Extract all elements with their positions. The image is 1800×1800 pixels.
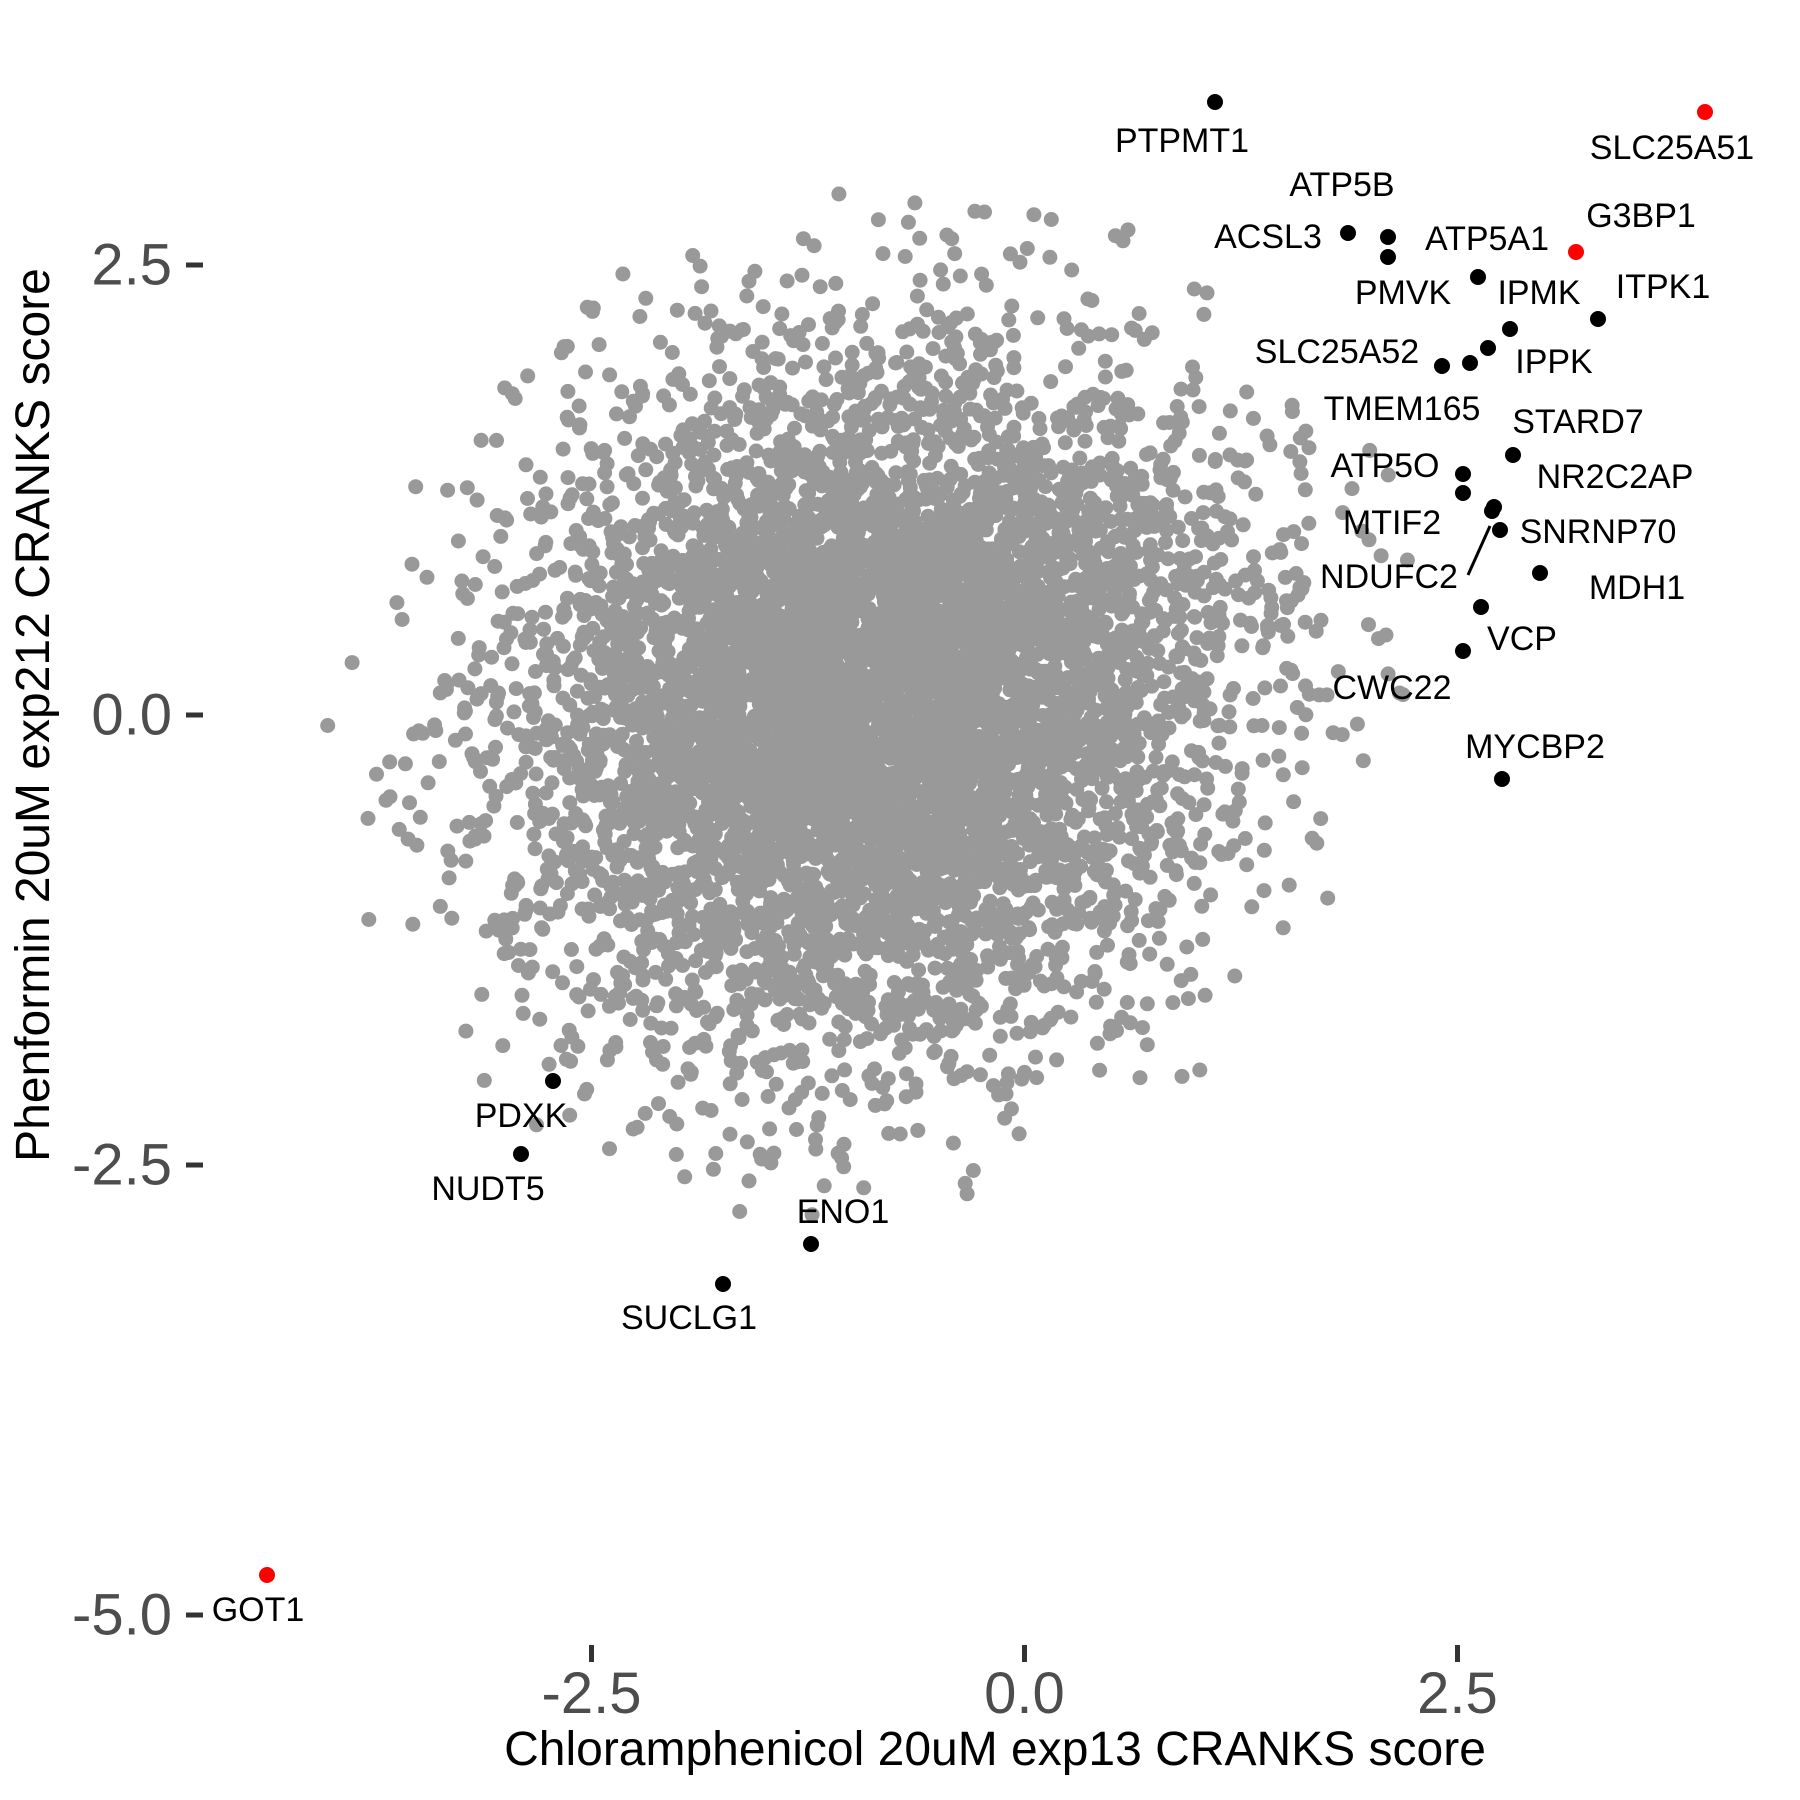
point-MDH1 (1532, 565, 1548, 581)
x-axis-title: Chloramphenicol 20uM exp13 CRANKS score (504, 1723, 1486, 1776)
point-SNRNP70 (1492, 522, 1508, 538)
point-G3BP1 (1568, 244, 1584, 260)
point-ACSL3 (1340, 225, 1356, 241)
point-VCP (1455, 643, 1471, 659)
point-NDUFC2 (1484, 503, 1500, 519)
callout-line-NDUFC2 (1466, 525, 1492, 576)
callout-lines-layer (1466, 525, 1492, 576)
point-GOT1 (259, 1567, 275, 1583)
gene-label-PTPMT1: PTPMT1 (1115, 122, 1249, 160)
gene-label-TMEM165: TMEM165 (1324, 390, 1481, 428)
point-SUCLG1 (715, 1276, 731, 1292)
background-points-layer (320, 186, 1415, 1223)
gene-label-STARD7: STARD7 (1512, 403, 1644, 441)
point-NUDT5 (513, 1146, 529, 1162)
gene-label-SNRNP70: SNRNP70 (1520, 513, 1677, 551)
point-ATP5O (1455, 466, 1471, 482)
point-ATP5B (1380, 229, 1396, 245)
y-axis-title: Phenformin 20uM exp212 CRANKS score (7, 268, 60, 1162)
gene-label-VCP: VCP (1487, 620, 1557, 658)
gene-label-SUCLG1: SUCLG1 (621, 1299, 757, 1337)
gene-label-ATP5A1: ATP5A1 (1425, 220, 1549, 258)
gene-label-ATP5B: ATP5B (1289, 166, 1394, 204)
gene-label-PMVK: PMVK (1355, 274, 1452, 312)
x-tick-label-2.5: 2.5 (1417, 1661, 1498, 1726)
point-CWC22 (1473, 599, 1489, 615)
point-ITPK1 (1590, 311, 1606, 327)
point-IPMK (1502, 321, 1518, 337)
gene-label-G3BP1: G3BP1 (1586, 197, 1696, 235)
gene-label-NUDT5: NUDT5 (431, 1170, 544, 1208)
gene-label-ITPK1: ITPK1 (1616, 268, 1710, 306)
gene-label-IPPK: IPPK (1515, 343, 1593, 381)
gene-label-MDH1: MDH1 (1589, 569, 1685, 607)
labeled-points-layer (259, 94, 1713, 1583)
y-tick-label--2.5: -2.5 (72, 1133, 172, 1198)
gene-label-NR2C2AP: NR2C2AP (1537, 458, 1694, 496)
gene-label-ENO1: ENO1 (797, 1193, 890, 1231)
gene-label-MTIF2: MTIF2 (1343, 504, 1441, 542)
gene-label-GOT1: GOT1 (212, 1591, 305, 1629)
point-MTIF2 (1455, 485, 1471, 501)
gene-labels-layer: PTPMT1 SLC25A51 ATP5B G3BP1 ACSL3 ATP5A1 PMVK I… (212, 122, 1755, 1629)
point-PTPMT1 (1207, 94, 1223, 110)
axes-layer: -2.5 0.0 2.5 2.5 0.0 -2.5 -5.0 (72, 233, 1498, 1727)
point-TMEM165 (1462, 355, 1478, 371)
gene-label-ATP5O: ATP5O (1331, 447, 1440, 485)
x-tick-label--2.5: -2.5 (542, 1661, 642, 1726)
point-PDXK (545, 1073, 561, 1089)
gene-label-SLC25A51: SLC25A51 (1590, 129, 1754, 167)
y-tick-label--5.0: -5.0 (72, 1583, 172, 1648)
gene-label-PDXK: PDXK (475, 1097, 568, 1135)
point-STARD7 (1505, 447, 1521, 463)
gene-label-IPMK: IPMK (1497, 274, 1580, 312)
point-MYCBP2 (1494, 771, 1510, 787)
gene-label-NDUFC2: NDUFC2 (1320, 558, 1458, 596)
point-SLC25A52 (1434, 358, 1450, 374)
point-SLC25A51 (1697, 104, 1713, 120)
point-ENO1 (803, 1236, 819, 1252)
point-ATP5A1 (1380, 249, 1396, 265)
point-PMVK (1470, 269, 1486, 285)
gene-label-SLC25A52: SLC25A52 (1255, 333, 1419, 371)
background-point-cloud (320, 186, 1415, 1223)
gene-label-MYCBP2: MYCBP2 (1465, 728, 1605, 766)
y-tick-label-0.0: 0.0 (91, 683, 172, 748)
y-tick-label-2.5: 2.5 (91, 233, 172, 298)
point-IPPK (1480, 340, 1496, 356)
x-tick-label-0.0: 0.0 (984, 1661, 1065, 1726)
gene-label-CWC22: CWC22 (1332, 669, 1451, 707)
gene-label-ACSL3: ACSL3 (1214, 218, 1322, 256)
